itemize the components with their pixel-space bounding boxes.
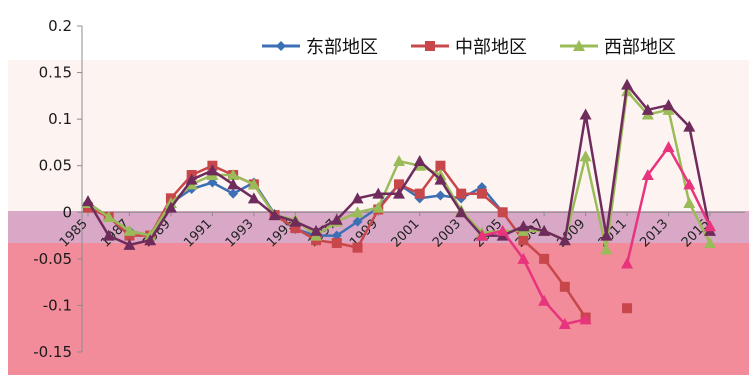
data-point <box>496 224 509 236</box>
y-tick-label: -0.15 <box>33 343 72 361</box>
data-point <box>573 40 585 51</box>
data-point <box>351 192 364 204</box>
legend-item: 中部地区 <box>411 37 527 58</box>
data-point <box>393 155 405 167</box>
data-point <box>372 201 385 213</box>
data-point <box>290 223 301 234</box>
data-point <box>247 178 260 190</box>
y-tick-label: -0.1 <box>43 296 72 314</box>
data-point <box>517 220 530 232</box>
data-point <box>558 318 571 330</box>
data-point <box>456 188 467 199</box>
data-point <box>228 188 239 199</box>
data-point <box>372 187 385 199</box>
data-point <box>558 234 571 246</box>
data-point <box>289 215 302 227</box>
series-4 <box>82 78 716 250</box>
series-layer <box>82 78 716 330</box>
data-point <box>102 229 115 241</box>
data-point <box>600 243 613 255</box>
y-tick-label: 0 <box>62 203 72 221</box>
data-point <box>476 188 487 199</box>
legend-label: 东部地区 <box>306 37 378 58</box>
data-point <box>330 213 343 225</box>
data-point <box>414 188 425 199</box>
data-point <box>413 155 426 167</box>
data-point <box>227 178 240 190</box>
data-point <box>435 160 446 171</box>
data-point <box>227 169 240 181</box>
data-point <box>662 141 675 153</box>
data-point <box>352 242 363 253</box>
y-tick-label: 0.05 <box>39 157 72 175</box>
data-point <box>351 206 364 218</box>
legend-label: 西部地区 <box>604 37 676 58</box>
data-point <box>621 257 634 269</box>
y-tick-label: 0.15 <box>39 64 72 82</box>
legend: 东部地区 中部地区 西部地区 <box>262 37 676 58</box>
data-point <box>579 150 592 162</box>
data-point <box>276 41 286 51</box>
data-point <box>622 303 633 314</box>
data-point <box>123 224 136 236</box>
lower-red-band <box>8 240 749 375</box>
data-point <box>82 195 94 207</box>
legend-item: 东部地区 <box>262 37 378 58</box>
data-point <box>559 281 570 292</box>
legend-item: 西部地区 <box>560 37 676 58</box>
data-point <box>538 294 551 306</box>
y-tick-label: 0.1 <box>48 110 72 128</box>
data-point <box>425 41 435 51</box>
y-tick-label: 0.2 <box>48 17 72 35</box>
data-point <box>434 173 447 185</box>
data-point <box>164 201 177 213</box>
data-point <box>704 237 716 249</box>
data-point <box>518 235 529 246</box>
data-point <box>600 229 613 241</box>
data-point <box>539 253 550 264</box>
data-point <box>621 78 634 90</box>
data-point <box>394 179 404 190</box>
data-point <box>579 108 592 120</box>
data-point <box>641 169 654 181</box>
data-point <box>268 209 281 221</box>
data-point <box>144 234 157 246</box>
data-point <box>683 178 696 190</box>
data-point <box>662 99 675 111</box>
data-point <box>704 220 716 232</box>
data-point <box>683 120 696 132</box>
legend-label: 中部地区 <box>455 37 527 58</box>
data-point <box>455 206 468 218</box>
series-5 <box>475 141 716 330</box>
data-point <box>352 216 363 227</box>
data-point <box>475 229 488 241</box>
data-point <box>497 207 508 218</box>
data-point <box>538 224 551 236</box>
data-point <box>517 252 530 264</box>
data-point <box>579 313 592 325</box>
data-point <box>435 190 446 201</box>
data-point <box>641 103 654 115</box>
data-point <box>102 210 115 222</box>
data-point <box>310 224 323 236</box>
data-point <box>331 238 342 249</box>
data-point <box>683 196 696 208</box>
data-point <box>206 164 219 176</box>
data-point <box>123 238 136 250</box>
data-point <box>185 173 198 185</box>
y-tick-label: -0.05 <box>33 250 72 268</box>
data-point <box>247 192 260 204</box>
data-point <box>393 187 405 199</box>
